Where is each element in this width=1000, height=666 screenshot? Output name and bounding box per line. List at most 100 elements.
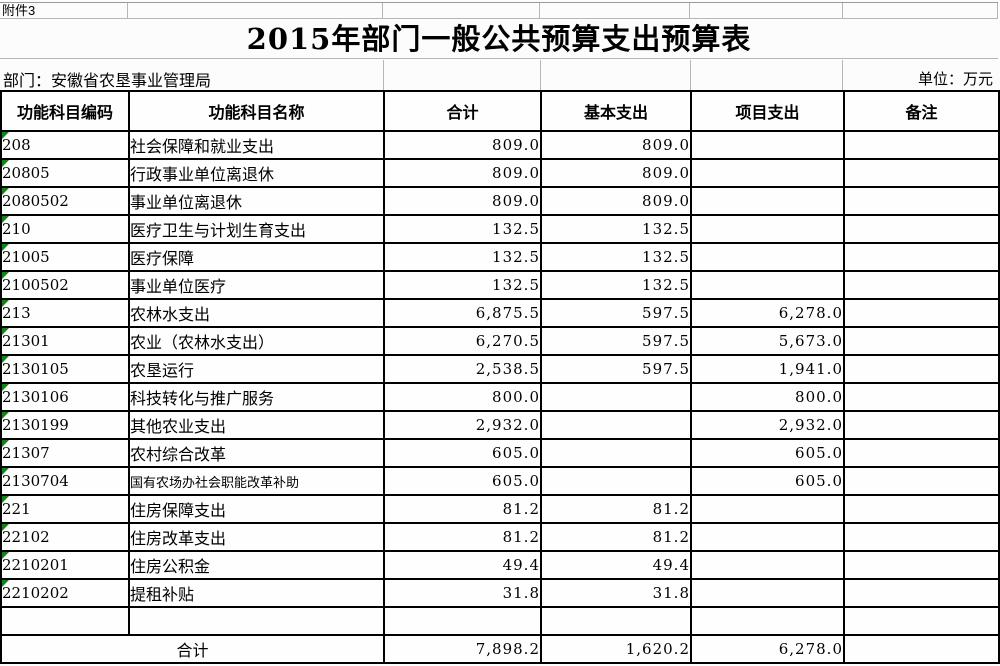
cell-project[interactable]: [690, 606, 845, 636]
cell-name[interactable]: 农林水支出: [128, 298, 385, 328]
cell-basic[interactable]: 809.0: [540, 158, 692, 188]
sheet-title[interactable]: 2015年部门一般公共预算支出预算表: [0, 19, 998, 59]
cell-note[interactable]: [843, 438, 1000, 468]
cell-note[interactable]: [843, 522, 1000, 552]
cell-total[interactable]: 2,538.5: [383, 354, 542, 384]
cell-name[interactable]: 医疗保障: [128, 242, 385, 272]
cell-project[interactable]: 6,278.0: [690, 298, 845, 328]
cell-basic[interactable]: 81.2: [540, 494, 692, 524]
cell-code[interactable]: 2210201: [0, 550, 130, 580]
cell-code[interactable]: 21301: [0, 326, 130, 356]
cell-total[interactable]: 31.8: [383, 578, 542, 608]
cell-code[interactable]: 2100502: [0, 270, 130, 300]
cell-project[interactable]: [690, 186, 845, 216]
cell-project[interactable]: [690, 270, 845, 300]
cell-name[interactable]: 国有农场办社会职能改革补助: [128, 466, 385, 496]
cell-total[interactable]: 605.0: [383, 438, 542, 468]
cell-basic[interactable]: 81.2: [540, 522, 692, 552]
cell-code[interactable]: 221: [0, 494, 130, 524]
cell-note[interactable]: [843, 214, 1000, 244]
cell-total[interactable]: 132.5: [383, 270, 542, 300]
cell-project[interactable]: [690, 158, 845, 188]
cell-total[interactable]: 81.2: [383, 494, 542, 524]
header-note[interactable]: 备注: [843, 90, 1000, 132]
attachment-cell[interactable]: 附件3: [0, 3, 128, 18]
cell-note[interactable]: [843, 326, 1000, 356]
cell-basic[interactable]: 809.0: [540, 186, 692, 216]
cell-name[interactable]: 科技转化与推广服务: [128, 382, 385, 412]
cell-total[interactable]: 2,932.0: [383, 410, 542, 440]
cell-name[interactable]: 其他农业支出: [128, 410, 385, 440]
cell-basic[interactable]: [540, 438, 692, 468]
cell-project[interactable]: 605.0: [690, 466, 845, 496]
cell-note[interactable]: [843, 242, 1000, 272]
cell-total[interactable]: 809.0: [383, 186, 542, 216]
cell-basic[interactable]: [540, 466, 692, 496]
cell-basic[interactable]: 31.8: [540, 578, 692, 608]
cell-total[interactable]: 6,270.5: [383, 326, 542, 356]
cell-name[interactable]: 社会保障和就业支出: [128, 130, 385, 160]
cell-name[interactable]: 住房公积金: [128, 550, 385, 580]
cell-total[interactable]: 132.5: [383, 214, 542, 244]
cell-basic[interactable]: [540, 382, 692, 412]
cell-code[interactable]: 2130105: [0, 354, 130, 384]
cell-note[interactable]: [843, 466, 1000, 496]
cell-code[interactable]: 21005: [0, 242, 130, 272]
cell-project[interactable]: [690, 242, 845, 272]
total-project[interactable]: 6,278.0: [690, 634, 845, 664]
cell-note[interactable]: [843, 606, 1000, 636]
cell-project[interactable]: 1,941.0: [690, 354, 845, 384]
cell-project[interactable]: [690, 522, 845, 552]
grid-cell[interactable]: [843, 3, 998, 18]
header-code[interactable]: 功能科目编码: [0, 90, 130, 132]
cell-basic[interactable]: 132.5: [540, 270, 692, 300]
cell-code[interactable]: 213: [0, 298, 130, 328]
cell-total[interactable]: 49.4: [383, 550, 542, 580]
cell-basic[interactable]: 597.5: [540, 354, 692, 384]
cell-name[interactable]: 农业（农林水支出）: [128, 326, 385, 356]
cell-note[interactable]: [843, 494, 1000, 524]
cell-code[interactable]: 2130704: [0, 466, 130, 496]
cell-project[interactable]: [690, 550, 845, 580]
cell-total[interactable]: 800.0: [383, 382, 542, 412]
cell-total[interactable]: 81.2: [383, 522, 542, 552]
cell-note[interactable]: [843, 130, 1000, 160]
cell-total[interactable]: 6,875.5: [383, 298, 542, 328]
grid-cell[interactable]: [690, 3, 843, 18]
grid-cell[interactable]: [540, 3, 690, 18]
cell-code[interactable]: 2130106: [0, 382, 130, 412]
cell-code[interactable]: 22102: [0, 522, 130, 552]
total-total[interactable]: 7,898.2: [383, 634, 542, 664]
cell-project[interactable]: 605.0: [690, 438, 845, 468]
cell-note[interactable]: [843, 550, 1000, 580]
cell-code[interactable]: 208: [0, 130, 130, 160]
cell-total[interactable]: 132.5: [383, 242, 542, 272]
grid-cell[interactable]: [383, 3, 540, 18]
cell-code[interactable]: 2210202: [0, 578, 130, 608]
cell-code[interactable]: 20805: [0, 158, 130, 188]
cell-project[interactable]: 800.0: [690, 382, 845, 412]
cell-basic[interactable]: 132.5: [540, 242, 692, 272]
cell-name[interactable]: 提租补贴: [128, 578, 385, 608]
unit-label[interactable]: 单位：万元: [917, 71, 993, 88]
cell-name[interactable]: 农垦运行: [128, 354, 385, 384]
cell-name[interactable]: 事业单位离退休: [128, 186, 385, 216]
cell-basic[interactable]: [540, 606, 692, 636]
cell-basic[interactable]: 809.0: [540, 130, 692, 160]
cell-name[interactable]: [128, 606, 385, 636]
cell-total[interactable]: [383, 606, 542, 636]
cell-code[interactable]: 21307: [0, 438, 130, 468]
cell-name[interactable]: 医疗卫生与计划生育支出: [128, 214, 385, 244]
cell-project[interactable]: [690, 494, 845, 524]
cell-note[interactable]: [843, 354, 1000, 384]
cell-total[interactable]: 605.0: [383, 466, 542, 496]
cell-basic[interactable]: 597.5: [540, 298, 692, 328]
grid-cell[interactable]: [128, 3, 383, 18]
cell-basic[interactable]: 132.5: [540, 214, 692, 244]
cell-project[interactable]: 5,673.0: [690, 326, 845, 356]
header-basic[interactable]: 基本支出: [540, 90, 692, 132]
cell-project[interactable]: 2,932.0: [690, 410, 845, 440]
total-basic[interactable]: 1,620.2: [540, 634, 692, 664]
cell-name[interactable]: 住房改革支出: [128, 522, 385, 552]
cell-name[interactable]: 行政事业单位离退休: [128, 158, 385, 188]
